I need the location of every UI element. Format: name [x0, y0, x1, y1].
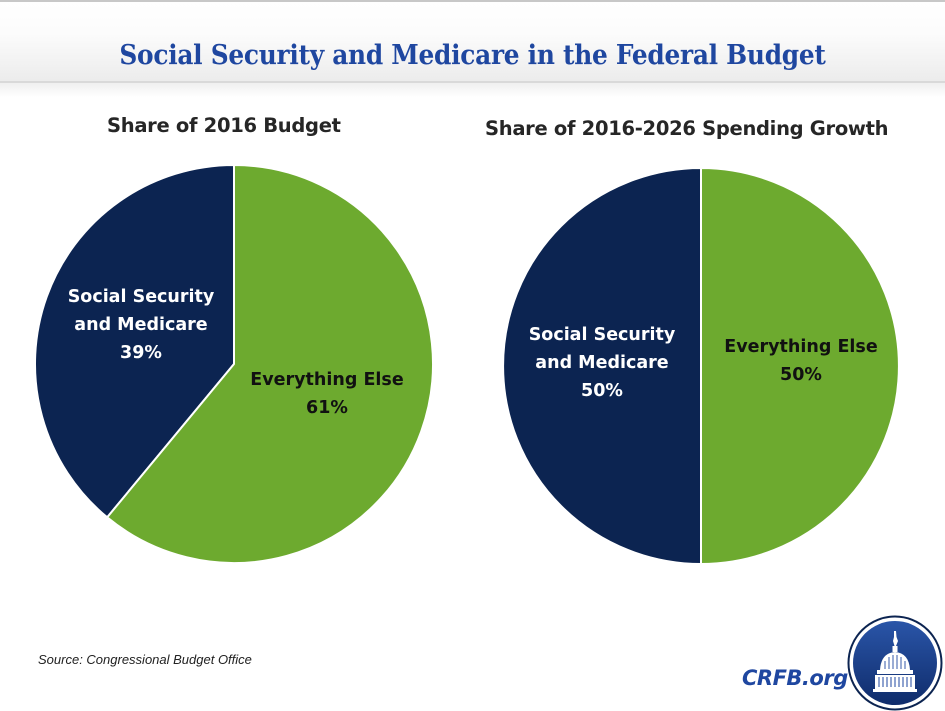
data-label-name-social-security-medicare: Social Security: [529, 325, 676, 345]
chart-title-2016-budget: Share of 2016 Budget: [107, 114, 341, 137]
source-note: Source: Congressional Budget Office: [38, 652, 252, 667]
top-border: [0, 0, 945, 2]
data-label-name-social-security-medicare: and Medicare: [74, 315, 208, 335]
page-title: Social Security and Medicare in the Fede…: [119, 40, 826, 71]
data-label-name-everything-else: Everything Else: [724, 337, 878, 357]
data-label-name-social-security-medicare: Social Security: [68, 287, 215, 307]
brand-link[interactable]: CRFB.org: [742, 666, 848, 690]
pie-chart-spending-growth: Social Security and Medicare 50% Everything…: [502, 167, 900, 565]
data-label-value-social-security-medicare: 50%: [581, 381, 623, 401]
data-label-value-everything-else: 61%: [306, 398, 348, 418]
pie-slice-everything-else: [700, 167, 900, 565]
capitol-dome-logo-icon: [847, 615, 943, 711]
header-band: [0, 2, 945, 81]
pie-chart-2016-budget: Social Security and Medicare 39% Everything…: [34, 164, 434, 564]
data-label-name-social-security-medicare: and Medicare: [535, 353, 669, 373]
pie-slice-social-security-medicare: [502, 167, 702, 565]
data-label-name-everything-else: Everything Else: [250, 370, 404, 390]
data-label-value-social-security-medicare: 39%: [120, 343, 162, 363]
data-label-value-everything-else: 50%: [780, 365, 822, 385]
chart-title-spending-growth: Share of 2016-2026 Spending Growth: [485, 117, 889, 140]
pie-slice-everything-else: [106, 164, 434, 564]
pie-slice-social-security-medicare: [34, 164, 235, 519]
header-shadow: [0, 83, 945, 97]
header-divider: [0, 81, 945, 83]
